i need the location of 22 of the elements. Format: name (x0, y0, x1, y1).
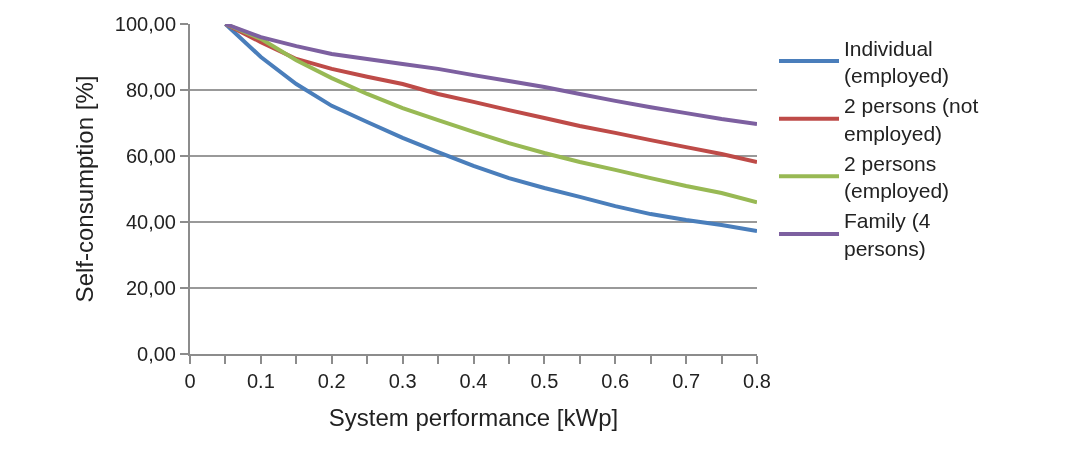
y-tick-label: 60,00 (125, 145, 176, 167)
x-tick-label: 0.5 (530, 370, 559, 392)
legend-label: 2 persons (employed) (844, 151, 950, 203)
y-axis-title: Self-consumption [%] (71, 75, 99, 303)
y-tick-label: 80,00 (125, 79, 176, 101)
y-tick-label: 0,00 (137, 343, 176, 365)
x-tick-label: 0.6 (601, 370, 630, 392)
x-tick-label: 0 (184, 370, 196, 392)
y-tick-label: 20,00 (125, 277, 176, 299)
x-tick-label: 0.3 (388, 370, 417, 392)
y-tick-label: 40,00 (125, 211, 176, 233)
x-tick-label: 0.7 (672, 370, 701, 392)
x-tick-label: 0.8 (743, 370, 771, 392)
x-axis-title: System performance [kWp] (328, 403, 619, 431)
x-tick-label: 0.1 (246, 370, 275, 392)
x-tick-label: 0.2 (317, 370, 346, 392)
line-series (223, 24, 757, 126)
legend-label: Family (4 persons) (844, 209, 931, 260)
x-tick-label: 0.4 (459, 370, 488, 392)
y-tick-label: 100,00 (114, 13, 176, 35)
legend-label: Individual (employed) (844, 36, 950, 87)
legend-label: 2 persons (not employed) (844, 94, 979, 145)
